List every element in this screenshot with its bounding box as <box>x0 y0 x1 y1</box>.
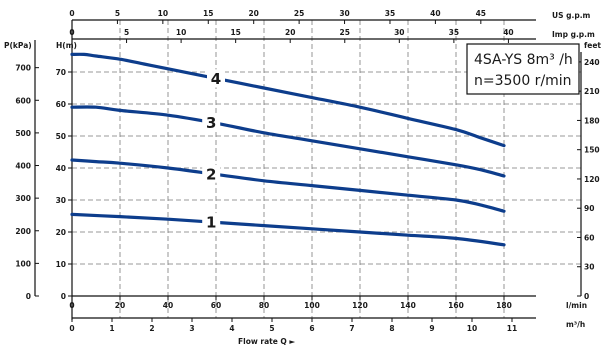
series-line-3 <box>70 105 506 178</box>
flow-m3h-tick-label: 6 <box>309 324 314 333</box>
us-gpm-tick-label: 20 <box>248 9 258 18</box>
series-3: 3 <box>70 105 506 178</box>
head-m-tick-label: 50 <box>56 132 66 141</box>
flow-m3h-tick-label: 10 <box>467 324 477 333</box>
pressure-tick-label: 200 <box>15 227 31 236</box>
flow-lmin-tick-label: 60 <box>211 301 221 310</box>
us-gpm-tick-label: 35 <box>385 9 395 18</box>
series-4: 4 <box>70 52 506 148</box>
head-m-tick-label: 10 <box>56 260 66 269</box>
feet-tick-label: 240 <box>584 58 600 67</box>
head-m-tick-label: 60 <box>56 100 66 109</box>
feet-tick-label: 60 <box>584 233 594 242</box>
flow-lmin-tick-label: 80 <box>259 301 269 310</box>
feet-tick-label: 0 <box>584 292 589 301</box>
series-label-bg <box>202 213 221 232</box>
pressure-tick-label: 100 <box>15 259 31 268</box>
flow-lmin-tick-label: 120 <box>352 301 368 310</box>
imp-gpm-tick-label: 35 <box>449 28 459 37</box>
series-label-2: 2 <box>206 165 216 183</box>
flow-m3h-axis-title: m³/h <box>566 320 585 329</box>
imp-gpm-tick-label: 30 <box>394 28 404 37</box>
us-gpm-tick-label: 0 <box>69 9 74 18</box>
series-line-2 <box>70 158 506 213</box>
flow-m3h-tick-label: 8 <box>389 324 394 333</box>
imp-gpm-tick-label: 15 <box>230 28 240 37</box>
flow-lmin-tick-label: 180 <box>496 301 512 310</box>
imp-gpm-tick-label: 5 <box>124 28 129 37</box>
imp-gpm-tick-label: 25 <box>340 28 350 37</box>
series-2: 2 <box>70 158 506 213</box>
imp-gpm-tick-label: 40 <box>503 28 513 37</box>
pressure-tick-label: 500 <box>15 129 31 138</box>
flow-m3h-tick-label: 4 <box>229 324 234 333</box>
head-m-axis-title: H(m) <box>56 41 77 50</box>
series-label-1: 1 <box>206 214 216 232</box>
flow-lmin-tick-label: 20 <box>115 301 125 310</box>
flow-lmin-axis-title: l/min <box>566 301 587 310</box>
pressure-tick-label: 400 <box>15 162 31 171</box>
flow-m3h-tick-label: 5 <box>269 324 274 333</box>
us-gpm-tick-label: 15 <box>203 9 213 18</box>
series-label-4: 4 <box>211 70 221 88</box>
series-line-1 <box>70 212 506 247</box>
flow-m3h-tick-label: 0 <box>69 324 74 333</box>
legend-speed: n=3500 r/min <box>474 73 572 89</box>
legend-model: 4SA-YS 8m³ /h <box>474 52 573 68</box>
head-feet-axis-title: feet <box>584 41 601 50</box>
feet-tick-label: 180 <box>584 116 600 125</box>
series-lines: 1 2 3 4 <box>70 52 506 247</box>
series-label-bg <box>202 164 221 183</box>
head-m-tick-label: 70 <box>56 68 66 77</box>
pressure-tick-label: 0 <box>26 292 31 301</box>
head-m-tick-label: 30 <box>56 196 66 205</box>
flow-m3h-tick-label: 1 <box>109 324 114 333</box>
flow-lmin-tick-label: 100 <box>304 301 320 310</box>
flow-lmin-tick-label: 40 <box>163 301 173 310</box>
axes <box>34 19 582 322</box>
feet-tick-label: 210 <box>584 87 600 96</box>
legend-box: 4SA-YS 8m³ /h n=3500 r/min <box>466 43 580 95</box>
flow-m3h-tick-label: 9 <box>429 324 434 333</box>
flow-lmin-tick-label: 0 <box>69 301 74 310</box>
feet-tick-label: 90 <box>584 204 594 213</box>
pressure-axis-title: P(kPa) <box>4 41 32 50</box>
us-gpm-tick-label: 40 <box>430 9 440 18</box>
head-m-tick-label: 0 <box>61 292 66 301</box>
series-label-bg <box>202 113 221 132</box>
flow-m3h-tick-label: 2 <box>149 324 154 333</box>
pressure-tick-label: 700 <box>15 64 31 73</box>
tick-labels: 0102030405060700100200300400500600700030… <box>15 9 599 333</box>
imp-gpm-tick-label: 10 <box>176 28 186 37</box>
flow-m3h-tick-label: 7 <box>349 324 354 333</box>
flow-m3h-tick-label: 11 <box>507 324 517 333</box>
flow-lmin-tick-label: 160 <box>448 301 464 310</box>
us-gpm-axis-title: US g.p.m <box>552 11 591 20</box>
feet-tick-label: 150 <box>584 146 600 155</box>
pressure-tick-label: 300 <box>15 194 31 203</box>
us-gpm-tick-label: 30 <box>339 9 349 18</box>
series-1: 1 <box>70 212 506 247</box>
flow-lmin-tick-label: 140 <box>400 301 416 310</box>
us-gpm-tick-label: 45 <box>476 9 486 18</box>
flow-rate-axis-title: Flow rate Q ► <box>238 337 295 346</box>
pressure-tick-label: 600 <box>15 96 31 105</box>
us-gpm-tick-label: 10 <box>158 9 168 18</box>
head-m-tick-label: 20 <box>56 228 66 237</box>
series-label-bg <box>207 69 225 88</box>
feet-tick-label: 120 <box>584 175 600 184</box>
imp-gpm-axis-title: Imp g.p.m <box>552 30 595 39</box>
series-line-4 <box>70 52 506 148</box>
series-label-3: 3 <box>206 114 216 132</box>
flow-m3h-tick-label: 3 <box>189 324 194 333</box>
head-m-tick-label: 40 <box>56 164 66 173</box>
feet-tick-label: 30 <box>584 263 594 272</box>
imp-gpm-tick-label: 0 <box>69 28 74 37</box>
imp-gpm-tick-label: 20 <box>285 28 295 37</box>
us-gpm-tick-label: 5 <box>115 9 120 18</box>
us-gpm-tick-label: 25 <box>294 9 304 18</box>
